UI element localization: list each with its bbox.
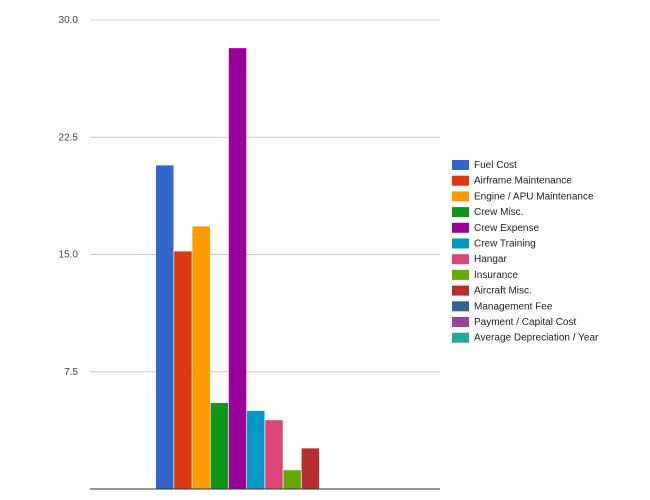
legend-swatch (452, 301, 469, 312)
legend-label: Management Fee (474, 301, 553, 312)
legend-swatch (452, 317, 469, 327)
legend-swatch (452, 175, 469, 186)
legend-label: Hangar (474, 254, 507, 265)
y-tick-label: 7.5 (64, 367, 78, 378)
bar-crew-misc (210, 403, 229, 489)
bar-airframe-maintenance (174, 251, 192, 489)
bar-hangar (265, 420, 283, 489)
bar-crew-training (247, 410, 265, 489)
y-tick-label: 15.0 (59, 250, 79, 261)
legend: Fuel Cost Airframe Maintenance Engine / AP… (452, 160, 599, 344)
legend-label: Airframe Maintenance (474, 176, 572, 187)
legend-swatch (452, 222, 469, 233)
legend-swatch (452, 269, 469, 280)
legend-swatch (452, 332, 469, 343)
bar-aircraft-misc (301, 448, 320, 489)
y-axis-ticks: 30.0 22.5 15.0 7.5 (59, 15, 79, 378)
bar-crew-expense (228, 48, 247, 489)
legend-label: Crew Expense (474, 223, 539, 234)
gridlines (90, 19, 440, 373)
bar-fuel-cost (156, 165, 174, 489)
y-tick-label: 22.5 (59, 132, 79, 143)
legend-swatch (452, 207, 469, 218)
legend-label: Fuel Cost (474, 160, 517, 171)
legend-swatch (452, 160, 469, 170)
legend-swatch (452, 191, 469, 202)
y-tick-label: 30.0 (59, 15, 79, 26)
bar-insurance (283, 470, 301, 489)
legend-swatch (452, 254, 469, 265)
legend-swatch (452, 238, 469, 249)
legend-label: Payment / Capital Cost (474, 317, 576, 328)
bar-engine-apu-maintenance (192, 226, 210, 490)
legend-label: Aircraft Misc. (474, 286, 532, 297)
bars (156, 48, 320, 490)
legend-label: Insurance (474, 270, 518, 281)
legend-swatch (452, 285, 469, 296)
legend-label: Crew Misc. (474, 207, 523, 218)
legend-label: Engine / APU Maintenance (474, 191, 594, 202)
legend-label: Average Depreciation / Year (474, 333, 599, 344)
legend-label: Crew Training (474, 239, 536, 250)
